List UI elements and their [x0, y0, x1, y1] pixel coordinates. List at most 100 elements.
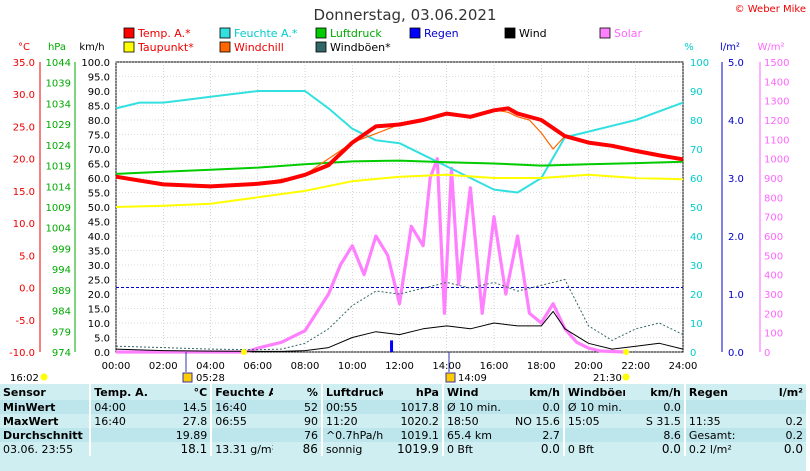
tick-time: 02:00	[149, 361, 178, 372]
tick-percent: 20	[690, 290, 703, 301]
sun-markers: 16:02 05:28 14:09 21:30	[10, 349, 630, 384]
tick-percent: 70	[690, 145, 703, 156]
tick-celsius: -5.0	[15, 316, 35, 327]
tick-solar: 100	[764, 329, 783, 340]
hdr-press: Luftdruck	[320, 384, 384, 400]
tick-celsius: 15.0	[13, 187, 35, 198]
tick-kmh: 25.0	[88, 276, 110, 287]
legend-label: Regen	[424, 27, 459, 40]
legend-swatch	[219, 41, 231, 53]
mid-time: 14:09	[458, 373, 487, 384]
unit-percent: %	[684, 42, 694, 53]
unit-hpa: hPa	[48, 42, 66, 53]
max-press-value: 1020.2	[400, 414, 439, 428]
hdr-wind: Wind	[441, 384, 507, 400]
tick-kmh: 10.0	[88, 319, 110, 330]
avg-temp-value: 19.89	[175, 428, 208, 442]
tick-time: 10:00	[338, 361, 367, 372]
min-hum-time: 16:40	[210, 400, 273, 414]
series-line-luftdruck	[115, 159, 684, 175]
unit-celsius: °C	[18, 42, 30, 53]
unit-rain: l/m²	[720, 42, 740, 53]
tick-hpa: 1034	[46, 99, 71, 110]
legend: Temp. A.*Taupunkt* Feuchte A.*Windchill Lu…	[123, 27, 643, 54]
cur-hum-abs: 13.31 g/m³	[210, 442, 273, 456]
max-hum-time: 06:55	[210, 414, 273, 428]
hdr-press-unit: hPa	[415, 385, 439, 399]
legend-swatch	[409, 27, 421, 39]
avg-gust-empty	[562, 428, 626, 442]
legend-swatch	[123, 41, 135, 53]
avg-wind-value: 2.7	[542, 428, 560, 442]
avg-label: Durchschnitt	[3, 428, 83, 442]
tick-solar: 800	[764, 193, 783, 204]
unit-solar: W/m²	[757, 42, 784, 53]
legend-label: Luftdruck	[330, 27, 382, 40]
legend-label: Feuchte A.*	[234, 27, 298, 40]
weather-chart: Donnerstag, 03.06.2021 © Weber Mike Temp…	[9, 4, 810, 384]
tick-celsius: 0.0	[19, 284, 35, 295]
avg-temp-empty	[89, 428, 150, 442]
axis-units: °C hPa km/h% l/m² W/m²	[18, 42, 785, 53]
mid-icon	[445, 372, 456, 383]
tick-hpa: 1004	[46, 224, 71, 235]
avg-rain-value: 0.2	[785, 428, 804, 442]
tick-hpa: 1014	[46, 182, 71, 193]
tick-solar: 500	[764, 251, 783, 262]
sunrise-axis-dot	[241, 349, 247, 355]
tick-solar: 900	[764, 174, 783, 185]
tick-celsius: -10.0	[9, 348, 35, 359]
tick-kmh: 15.0	[88, 305, 110, 316]
tick-hpa: 1024	[46, 141, 71, 152]
tick-kmh: 70.0	[88, 145, 110, 156]
series-line-wind	[115, 310, 684, 352]
tick-kmh: 5.0	[94, 334, 110, 345]
marker-start-time: 16:02	[10, 373, 39, 384]
tick-solar: 1000	[764, 155, 789, 166]
legend-label: Solar	[614, 27, 643, 40]
tick-solar: 1300	[764, 97, 789, 108]
axis-ticks: 35.0 30.0 25.0 20.0 15.0 10.0 5.0 0.0 -5.0 -10.0 1…	[9, 58, 789, 372]
tick-hpa: 989	[52, 286, 71, 297]
tick-time: 24:00	[669, 361, 698, 372]
max-hum-value: 90	[303, 414, 318, 428]
hdr-rain: Regen	[683, 384, 747, 400]
avg-rain-text: Gesamt:	[683, 428, 747, 442]
tick-celsius: 25.0	[13, 122, 35, 133]
min-press-time: 00:55	[320, 400, 384, 414]
legend-label: Taupunkt*	[137, 41, 194, 54]
right-edge-fragment	[800, 30, 810, 384]
tick-solar: 1100	[764, 135, 789, 146]
cur-rain-total: 0.2 l/m²	[683, 442, 747, 456]
cur-temp-empty	[89, 442, 150, 456]
cur-wind-value: 0.0	[540, 442, 560, 456]
min-rain-text	[683, 400, 747, 414]
tick-solar: 700	[764, 213, 783, 224]
tick-percent: 100	[690, 58, 709, 69]
tick-time: 08:00	[291, 361, 320, 372]
avg-wind-distance: 65.4 km	[441, 428, 507, 442]
credit-label: © Weber Mike	[735, 4, 806, 15]
tick-percent: 10	[690, 319, 703, 330]
tick-solar: 400	[764, 271, 783, 282]
max-rain-time: 11:35	[683, 414, 747, 428]
hdr-sensor: Sensor	[3, 385, 46, 399]
tick-percent: 90	[690, 87, 703, 98]
tick-solar: 200	[764, 309, 783, 320]
hdr-gust-unit: km/h	[650, 385, 681, 399]
legend-swatch	[599, 27, 611, 39]
tick-kmh: 75.0	[88, 131, 110, 142]
tick-time: 22:00	[621, 361, 650, 372]
tick-time: 00:00	[102, 361, 131, 372]
hdr-hum-unit: %	[306, 385, 318, 399]
tick-solar: 1400	[764, 77, 789, 88]
max-gust-value: S 31.5	[645, 414, 681, 428]
hdr-wind-unit: km/h	[529, 385, 560, 399]
sunrise-time: 05:28	[196, 373, 225, 384]
tick-kmh: 55.0	[88, 189, 110, 200]
legend-swatch	[123, 27, 135, 39]
min-hum-value: 52	[303, 400, 318, 414]
min-gust-value: 0.0	[663, 400, 681, 414]
tick-percent: 50	[690, 203, 703, 214]
tick-rain: 5.0	[728, 58, 744, 69]
